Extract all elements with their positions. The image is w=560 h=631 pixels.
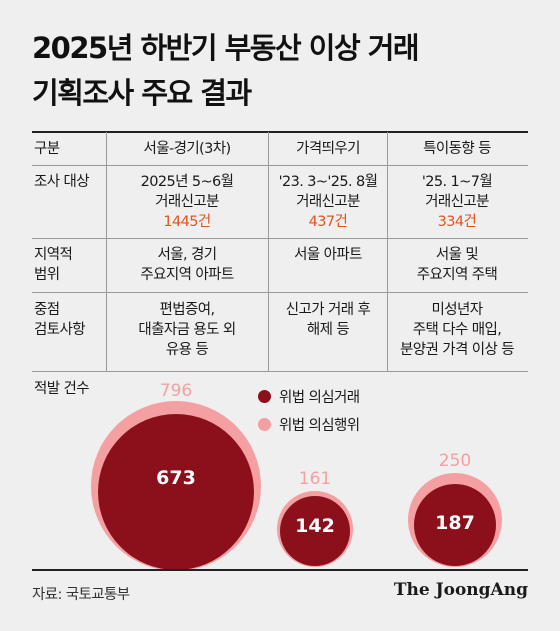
- region-line: 서울, 경기: [157, 247, 218, 263]
- target-col3: '25. 1~7월 거래신고분 334건: [421, 172, 493, 232]
- focus-col2: 신고가 거래 후 해제 등: [285, 300, 371, 340]
- header-price-inflation: 가격띄우기: [296, 141, 360, 157]
- focus-line: 대출자금 용도 외: [138, 322, 236, 338]
- table-column-divider: [106, 132, 107, 372]
- target-sub: 거래신고분: [296, 194, 360, 210]
- focus-line: 편법증여,: [159, 302, 216, 318]
- table-rule: [32, 371, 528, 372]
- target-col1: 2025년 5~6월 거래신고분 1445건: [141, 172, 234, 232]
- target-period: '25. 1~7월: [421, 174, 493, 190]
- table-rule: [32, 292, 528, 293]
- legend-label: 위법 의심거래: [279, 390, 360, 406]
- target-count: 334건: [437, 214, 477, 230]
- table-rule: [32, 238, 528, 239]
- circle-outer-label: 161: [298, 469, 332, 489]
- region-line: 주요지역 주택: [416, 267, 498, 283]
- region-line: 서울 아파트: [294, 247, 362, 263]
- focus-col3: 미성년자 주택 다수 매입, 분양권 가격 이상 등: [400, 300, 515, 360]
- region-col1: 서울, 경기 주요지역 아파트: [140, 245, 234, 285]
- legend-label: 위법 의심행위: [279, 418, 360, 434]
- row-label-detection: 적발 건수: [34, 381, 90, 397]
- target-col2: '23. 3~'25. 8월 거래신고분 437건: [279, 172, 378, 232]
- focus-line: 주택 다수 매입,: [412, 322, 502, 338]
- region-line: 서울 및: [435, 247, 479, 263]
- row-label-region: 지역적 범위: [34, 245, 73, 285]
- focus-line: 분양권 가격 이상 등: [400, 342, 515, 358]
- row-label-line: 범위: [34, 267, 60, 283]
- region-col2: 서울 아파트: [294, 245, 362, 265]
- table-column-divider: [387, 132, 388, 372]
- brand-logo: The JoongAng: [393, 580, 528, 600]
- circle-inner-label: 187: [435, 512, 475, 534]
- legend-item-acts: 위법 의심행위: [258, 414, 360, 435]
- row-label-target: 조사 대상: [34, 174, 90, 190]
- header-seoul-gyeonggi: 서울-경기(3차): [143, 141, 231, 157]
- row-label-line: 중점: [34, 302, 60, 318]
- focus-line: 해제 등: [306, 322, 350, 338]
- target-count: 1445건: [163, 214, 211, 230]
- source-note: 자료: 국토교통부: [32, 587, 130, 603]
- table-rule: [32, 165, 528, 166]
- footer-rule: [32, 569, 528, 571]
- header-special-trends: 특이동향 등: [423, 141, 491, 157]
- title-line-1: 2025년 하반기 부동산 이상 거래: [32, 31, 420, 65]
- target-sub: 거래신고분: [425, 194, 489, 210]
- focus-line: 유용 등: [165, 342, 209, 358]
- row-label-line: 검토사항: [34, 322, 86, 338]
- title-line-2: 기획조사 주요 결과: [32, 76, 252, 110]
- table-column-divider: [268, 132, 269, 372]
- target-period: '23. 3~'25. 8월: [278, 174, 378, 190]
- circle-outer-label: 250: [438, 451, 472, 471]
- page-title: 2025년 하반기 부동산 이상 거래 기획조사 주요 결과: [32, 26, 420, 116]
- circle-inner-label: 142: [295, 515, 335, 537]
- circle-inner-special: [414, 484, 496, 566]
- legend-pink-dot-icon: [258, 418, 271, 431]
- circle-inner-price: [280, 496, 350, 566]
- header-label: 구분: [34, 141, 60, 157]
- focus-col1: 편법증여, 대출자금 용도 외 유용 등: [138, 300, 236, 360]
- circle-outer-label: 796: [159, 381, 193, 401]
- target-count: 437건: [308, 214, 348, 230]
- legend-dark-dot-icon: [258, 390, 271, 403]
- legend-item-transactions: 위법 의심거래: [258, 386, 360, 407]
- circle-inner-label: 673: [156, 467, 196, 489]
- table-top-rule: [32, 131, 528, 133]
- region-col3: 서울 및 주요지역 주택: [416, 245, 498, 285]
- focus-line: 신고가 거래 후: [285, 302, 371, 318]
- circle-inner-seoul: [98, 414, 254, 570]
- target-period: 2025년 5~6월: [140, 174, 234, 190]
- focus-line: 미성년자: [431, 302, 484, 318]
- target-sub: 거래신고분: [155, 194, 219, 210]
- row-label-line: 지역적: [34, 247, 73, 263]
- row-label-focus: 중점 검토사항: [34, 300, 86, 340]
- region-line: 주요지역 아파트: [140, 267, 234, 283]
